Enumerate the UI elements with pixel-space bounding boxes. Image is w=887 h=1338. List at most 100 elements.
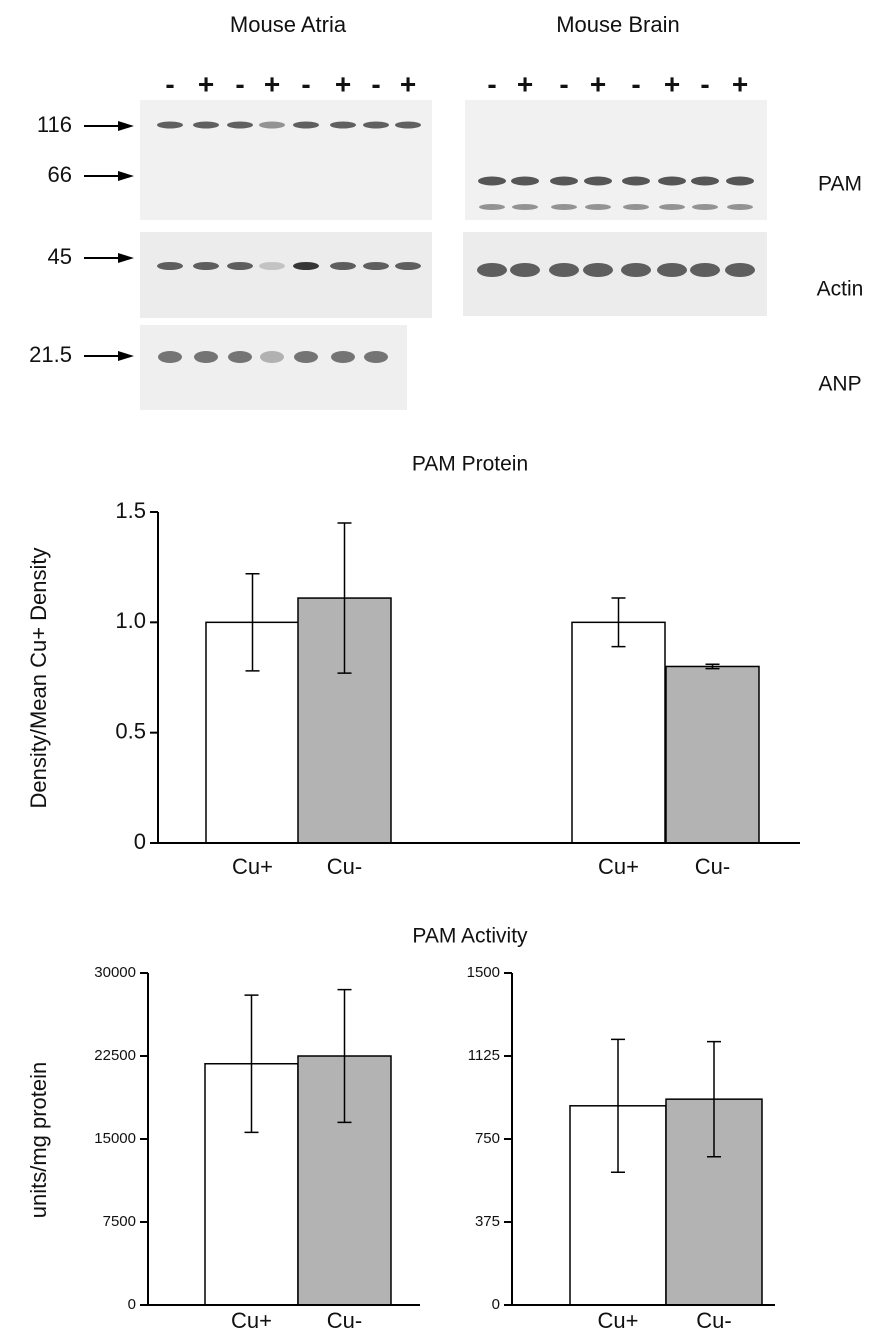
blot-band: [395, 262, 421, 270]
blot-band: [293, 122, 319, 129]
chart-title: PAM Protein: [412, 453, 528, 476]
blot-band: [551, 204, 577, 210]
blot-band: [330, 262, 356, 270]
x-tick-label: Cu+: [231, 1308, 272, 1333]
y-tick-label: 750: [475, 1130, 500, 1147]
page: Mouse Atria Mouse Brain PAM Actin ANP -+…: [0, 0, 887, 1338]
blot-band: [477, 263, 507, 277]
blot-band: [227, 122, 253, 129]
y-tick-label: 0.5: [115, 718, 146, 743]
blot-panel: [463, 232, 767, 316]
blot-band: [658, 177, 686, 186]
blot-band: [690, 263, 720, 277]
blot-band: [623, 204, 649, 210]
blot-band: [583, 263, 613, 277]
blot-band: [194, 351, 218, 363]
x-tick-label: Cu-: [327, 854, 362, 879]
bar: [666, 666, 759, 843]
blot-band: [363, 122, 389, 129]
blot-band: [259, 262, 285, 270]
y-tick-label: 0: [492, 1296, 500, 1313]
blot-band: [511, 177, 539, 186]
y-tick-label: 375: [475, 1213, 500, 1230]
blot-panel: [465, 100, 767, 220]
lane-sign: +: [264, 68, 280, 99]
lane-sign: -: [559, 68, 568, 99]
lane-sign: -: [700, 68, 709, 99]
blot-band: [550, 177, 578, 186]
lane-sign: -: [301, 68, 310, 99]
marker-arrow-head: [118, 171, 134, 181]
blot-band: [259, 122, 285, 129]
blot-band: [585, 204, 611, 210]
y-tick-label: 15000: [94, 1130, 136, 1147]
blot-band: [622, 177, 650, 186]
lane-sign: +: [732, 68, 748, 99]
lane-sign: +: [198, 68, 214, 99]
y-axis-label: Density/Mean Cu+ Density: [26, 547, 51, 808]
marker-label: 66: [48, 162, 72, 187]
lane-sign: -: [235, 68, 244, 99]
blot-band: [227, 262, 253, 270]
blot-band: [659, 204, 685, 210]
y-tick-label: 1.5: [115, 498, 146, 523]
marker-label: 21.5: [29, 342, 72, 367]
blot-band: [510, 263, 540, 277]
blot-band: [293, 262, 319, 270]
y-tick-label: 30000: [94, 964, 136, 981]
lane-sign: -: [165, 68, 174, 99]
x-tick-label: Cu-: [327, 1308, 362, 1333]
marker-label: 116: [37, 112, 72, 137]
blot-band: [157, 262, 183, 270]
blot-title: Mouse Atria: [230, 12, 347, 37]
y-tick-label: 0: [128, 1296, 136, 1313]
blot-band: [331, 351, 355, 363]
blot-title: Mouse Brain: [556, 12, 680, 37]
protein-label: PAM: [818, 173, 862, 196]
lane-sign: -: [631, 68, 640, 99]
x-tick-label: Cu-: [696, 1308, 731, 1333]
blot-band: [260, 351, 284, 363]
marker-arrow-head: [118, 121, 134, 131]
marker-label: 45: [48, 244, 72, 269]
blot-band: [512, 204, 538, 210]
y-tick-label: 1500: [467, 964, 500, 981]
blot-band: [478, 177, 506, 186]
blot-panel: [140, 232, 432, 318]
bar: [572, 622, 665, 843]
lane-sign: +: [517, 68, 533, 99]
blot-band: [621, 263, 651, 277]
lane-sign: -: [371, 68, 380, 99]
figure: Mouse Atria Mouse Brain PAM Actin ANP -+…: [0, 0, 887, 1338]
y-axis-label: units/mg protein: [26, 1062, 51, 1219]
y-tick-label: 1125: [468, 1047, 500, 1064]
y-tick-label: 1.0: [115, 608, 146, 633]
lane-sign: -: [487, 68, 496, 99]
blot-band: [479, 204, 505, 210]
blot-band: [193, 122, 219, 129]
blot-band: [692, 204, 718, 210]
x-tick-label: Cu+: [232, 854, 273, 879]
lane-sign: +: [590, 68, 606, 99]
blot-panel: [140, 100, 432, 220]
y-tick-label: 22500: [94, 1047, 136, 1064]
blot-band: [727, 204, 753, 210]
lane-sign: +: [664, 68, 680, 99]
blot-band: [363, 262, 389, 270]
blot-panel: [140, 325, 407, 410]
x-tick-label: Cu-: [695, 854, 730, 879]
blot-panels: [140, 100, 767, 410]
protein-label: Actin: [817, 278, 864, 301]
chart-title: PAM Activity: [412, 925, 528, 948]
protein-label: ANP: [818, 373, 861, 396]
x-tick-label: Cu+: [598, 854, 639, 879]
blot-band: [395, 122, 421, 129]
marker-arrow-head: [118, 351, 134, 361]
blot-band: [364, 351, 388, 363]
x-tick-label: Cu+: [598, 1308, 639, 1333]
blot-band: [691, 177, 719, 186]
blot-band: [549, 263, 579, 277]
y-tick-label: 0: [134, 829, 146, 854]
lane-sign: +: [400, 68, 416, 99]
blot-band: [294, 351, 318, 363]
